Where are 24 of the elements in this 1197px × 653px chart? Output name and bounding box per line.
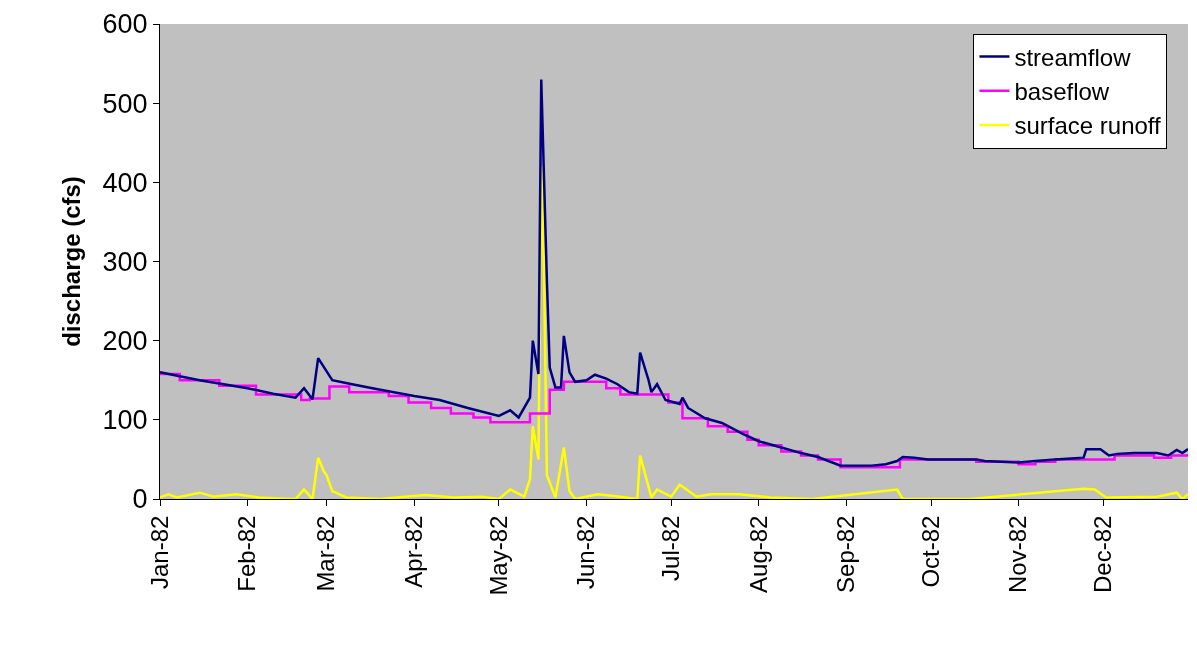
- legend-label: streamflow: [1014, 43, 1132, 71]
- x-tick-label: Feb-82: [233, 515, 261, 592]
- x-tick-label: Jan-82: [145, 515, 173, 589]
- x-tick-label: Apr-82: [399, 515, 427, 588]
- x-tick-label: Mar-82: [312, 515, 340, 592]
- y-tick-label: 200: [102, 326, 148, 357]
- x-tick-label: Nov-82: [1004, 515, 1032, 593]
- x-tick-label: Oct-82: [916, 515, 944, 588]
- y-tick-label: 600: [102, 9, 148, 40]
- y-tick-label: 400: [102, 167, 148, 198]
- y-tick-label: 500: [102, 88, 148, 119]
- line-series: [160, 78, 1188, 467]
- legend-label: surface runoff: [1014, 112, 1162, 140]
- legend-label: baseflow: [1014, 78, 1110, 106]
- y-tick-label: 0: [132, 484, 148, 515]
- x-tick-label: May-82: [484, 515, 512, 596]
- x-tick-label: Aug-82: [744, 515, 772, 593]
- y-tick-label: 100: [102, 405, 148, 436]
- x-tick-label: Dec-82: [1089, 515, 1117, 593]
- y-tick-label: 300: [102, 246, 148, 277]
- x-tick-label: Sep-82: [832, 515, 860, 593]
- x-tick-label: Jun-82: [572, 515, 600, 589]
- y-axis-title: discharge (cfs): [57, 176, 85, 347]
- x-tick-label: Jul-82: [656, 515, 684, 581]
